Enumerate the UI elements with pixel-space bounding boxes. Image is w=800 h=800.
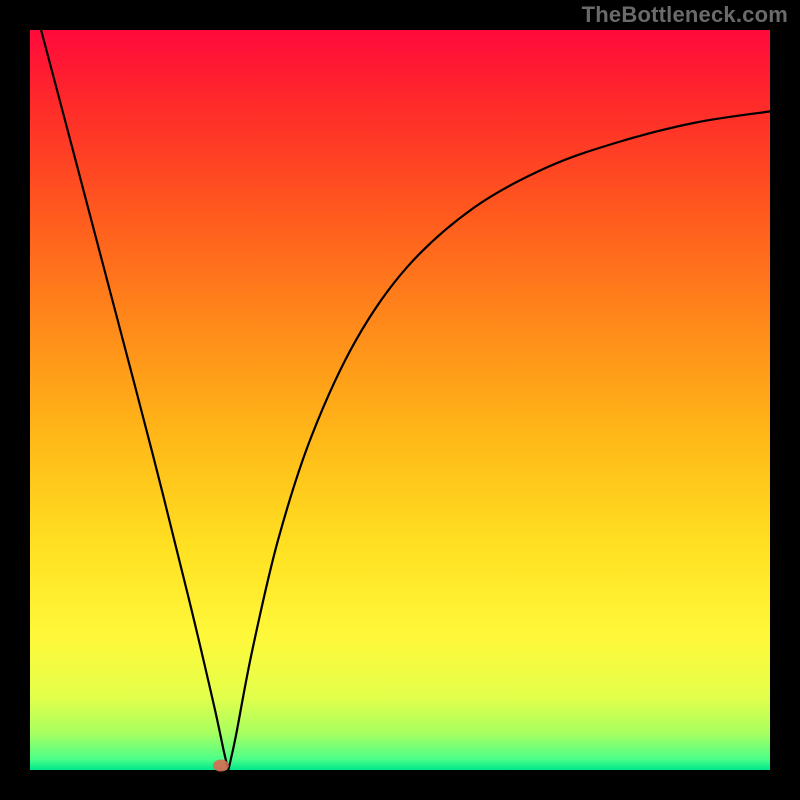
gradient-plot-area	[30, 30, 770, 770]
minimum-marker	[213, 760, 229, 772]
chart-container: TheBottleneck.com	[0, 0, 800, 800]
bottleneck-curve-chart	[0, 0, 800, 800]
watermark-text: TheBottleneck.com	[582, 2, 788, 28]
